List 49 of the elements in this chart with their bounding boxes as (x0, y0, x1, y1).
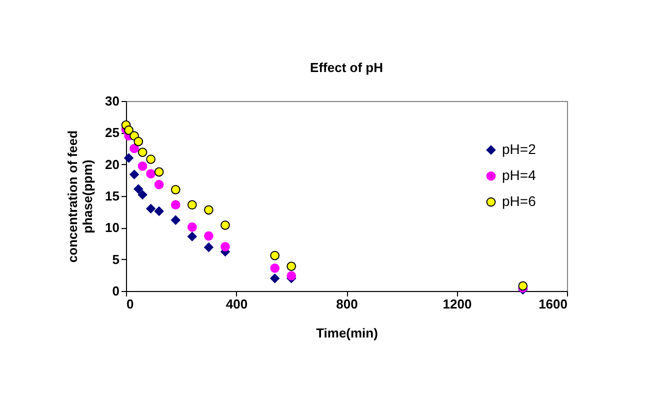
legend-label: pH=4 (502, 167, 536, 183)
point (270, 250, 280, 260)
point (138, 162, 148, 171)
point (138, 148, 148, 157)
point (146, 169, 156, 179)
y-tick-label: 20 (105, 156, 120, 172)
point (154, 167, 164, 177)
point (170, 215, 180, 225)
point (146, 204, 156, 214)
x-tick-label: 400 (226, 296, 248, 312)
x-tick-label: 0 (126, 296, 134, 312)
x-tick-label: 1200 (442, 296, 472, 312)
point (187, 222, 197, 232)
point (286, 262, 296, 271)
point (204, 242, 214, 252)
point (130, 170, 139, 180)
y-tick-label: 15 (105, 188, 120, 204)
point (286, 271, 296, 280)
y-tick-label: 10 (105, 220, 120, 236)
point (134, 184, 144, 194)
point (124, 125, 134, 135)
point (204, 231, 214, 241)
point (124, 153, 134, 163)
legend-label: pH=2 (502, 141, 536, 157)
y-tick-label: 25 (105, 125, 120, 140)
point (138, 190, 148, 200)
point (154, 180, 164, 190)
legend-label: pH=6 (502, 193, 536, 209)
point (270, 264, 280, 273)
point (154, 206, 164, 216)
chart-title: Effect of pH (310, 60, 383, 75)
x-axis-title: Time(min) (316, 326, 378, 340)
point (170, 200, 180, 210)
point (220, 220, 230, 230)
y-tick-label: 5 (112, 252, 120, 267)
x-tick-label: 1600 (538, 296, 568, 312)
point (134, 136, 144, 146)
point (130, 144, 139, 154)
point (170, 184, 180, 194)
y-axis-title: concentration of feed phase(ppm) (65, 130, 96, 263)
point (187, 200, 197, 210)
point (204, 205, 214, 215)
point (146, 154, 156, 164)
y-tick-label: 0 (112, 284, 120, 298)
point (270, 274, 280, 284)
x-tick-label: 800 (336, 296, 358, 312)
point (220, 242, 230, 252)
point (187, 232, 197, 242)
y-tick-label: 30 (105, 94, 120, 108)
